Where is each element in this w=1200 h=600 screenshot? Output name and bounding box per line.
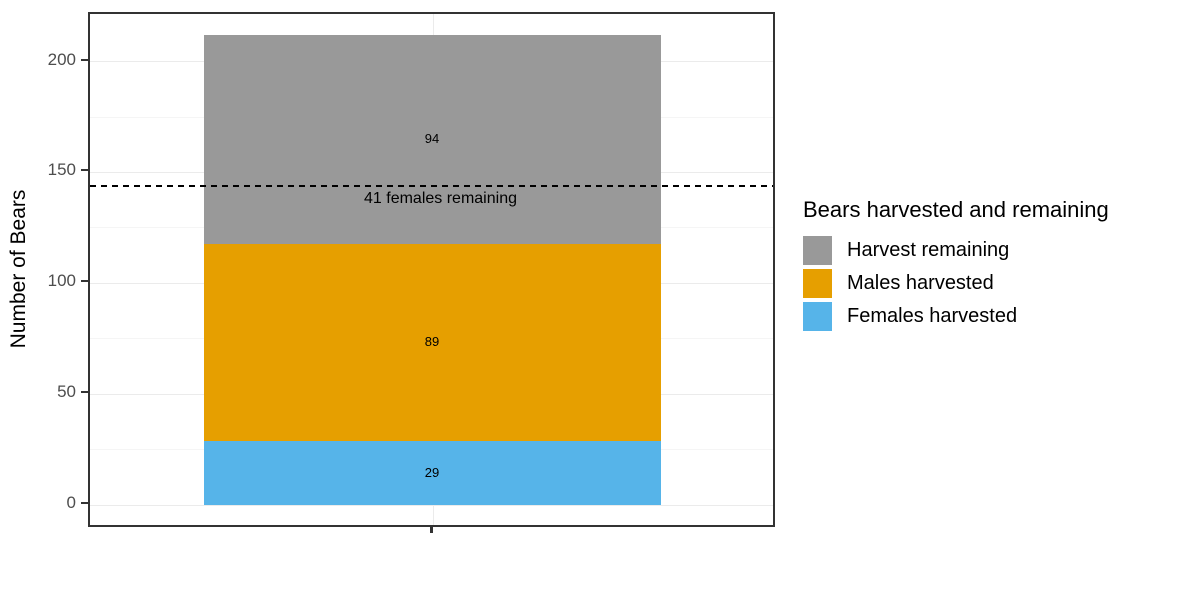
legend-title: Bears harvested and remaining	[803, 197, 1109, 222]
legend-entry-males-harvested: Males harvested	[803, 269, 1109, 298]
bar-segment-harvest-remaining	[203, 34, 661, 244]
legend-swatch	[803, 236, 832, 265]
gridline-major	[90, 504, 773, 506]
bar-value-label: 29	[424, 465, 440, 481]
legend-entry-harvest-remaining: Harvest remaining	[803, 236, 1109, 265]
plot-panel: 29 89 94 41 females remaining	[88, 12, 775, 527]
legend-label: Harvest remaining	[847, 239, 1010, 261]
reference-dashed-line	[90, 184, 773, 187]
y-axis-title: Number of Bears	[7, 189, 30, 349]
y-tick-mark	[81, 391, 88, 394]
reference-line-annotation: 41 females remaining	[364, 189, 517, 207]
y-tick-label: 50	[57, 382, 76, 402]
bar-value-label: 94	[424, 131, 440, 147]
bar-segment-females-harvested	[203, 441, 661, 506]
legend-entry-females-harvested: Females harvested	[803, 302, 1109, 331]
y-tick-mark	[81, 502, 88, 505]
y-tick-label: 100	[47, 271, 76, 291]
x-tick-mark	[430, 527, 433, 533]
y-tick-label: 200	[47, 49, 76, 69]
bar-segment-males-harvested	[203, 243, 661, 442]
y-tick-mark	[81, 169, 88, 172]
legend-label: Females harvested	[847, 305, 1018, 327]
legend-swatch	[803, 269, 832, 298]
legend: Bears harvested and remaining Harvest re…	[803, 197, 1109, 335]
legend-swatch	[803, 302, 832, 331]
legend-label: Males harvested	[847, 272, 994, 294]
legend-entries: Harvest remaining Males harvested Females …	[803, 236, 1109, 331]
bar-value-label: 89	[424, 334, 440, 350]
y-tick-mark	[81, 280, 88, 283]
y-tick-mark	[81, 58, 88, 61]
y-tick-label: 0	[66, 493, 76, 513]
y-tick-label: 150	[47, 160, 76, 180]
